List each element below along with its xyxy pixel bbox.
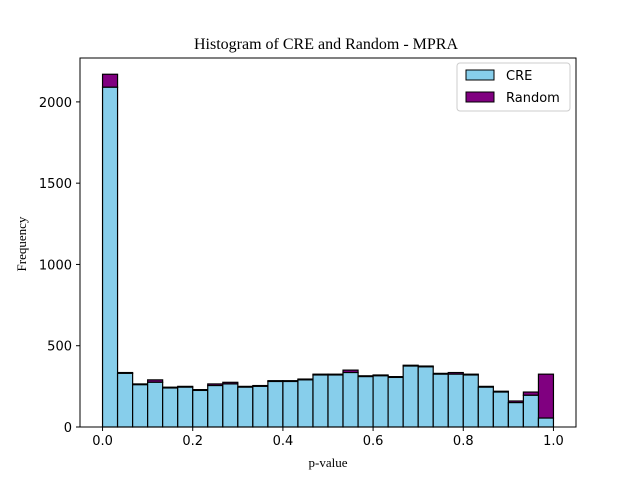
cre-bar — [402, 365, 419, 428]
legend-label-random: Random — [506, 91, 560, 106]
cre-bar — [282, 380, 299, 428]
axes-frame — [79, 57, 577, 428]
cre-bar — [462, 374, 479, 428]
legend-label-cre: CRE — [506, 69, 532, 84]
cre-bar — [177, 386, 194, 428]
y-tick-label: 2000 — [39, 96, 72, 111]
cre-bar — [192, 389, 209, 428]
cre-bar — [492, 391, 509, 428]
x-tick-label: 0.4 — [273, 434, 294, 449]
cre-bar — [432, 373, 449, 428]
cre-bar — [342, 371, 359, 428]
x-tick-label: 0.6 — [363, 434, 384, 449]
cre-bar — [101, 86, 119, 428]
x-tick-label: 0.0 — [92, 434, 113, 449]
cre-bar — [327, 374, 344, 428]
legend-swatch-random — [465, 91, 495, 103]
cre-bar — [507, 402, 524, 428]
cre-bar — [297, 379, 314, 428]
y-tick-label: 1500 — [39, 177, 72, 192]
plot-area: 0.0 0.2 0.4 0.6 0.8 1.0 0 500 1000 1500 2000 — [39, 57, 577, 449]
cre-bar — [312, 374, 329, 428]
cre-bar — [357, 376, 374, 428]
legend: CRE Random — [456, 62, 571, 112]
y-tick-label: 1000 — [39, 258, 72, 273]
x-tick-label: 1.0 — [543, 434, 564, 449]
cre-bar — [207, 384, 224, 428]
cre-bar — [222, 383, 239, 428]
cre-bar — [417, 366, 434, 428]
y-axis-label: Frequency — [14, 216, 29, 271]
cre-bar — [267, 380, 284, 428]
cre-bar — [372, 375, 389, 428]
y-tick-label: 500 — [47, 340, 72, 355]
chart-title: Histogram of CRE and Random - MPRA — [194, 36, 458, 53]
cre-bar — [447, 373, 464, 428]
legend-swatch-cre — [465, 69, 495, 81]
cre-bar — [147, 381, 164, 428]
y-tick-label: 0 — [64, 421, 72, 436]
cre-bar — [522, 394, 540, 428]
random-bar — [537, 373, 555, 419]
random-bar — [101, 73, 119, 88]
x-axis-label: p-value — [309, 455, 348, 470]
x-tick-label: 0.8 — [453, 434, 474, 449]
cre-bar — [252, 385, 269, 428]
cre-bar — [162, 387, 179, 428]
cre-bar — [537, 417, 555, 428]
cre-bar — [132, 384, 149, 428]
cre-bar — [116, 372, 134, 428]
cre-bar — [477, 386, 494, 428]
cre-bar — [237, 386, 254, 428]
x-tick-label: 0.2 — [182, 434, 203, 449]
cre-bar — [387, 376, 404, 428]
